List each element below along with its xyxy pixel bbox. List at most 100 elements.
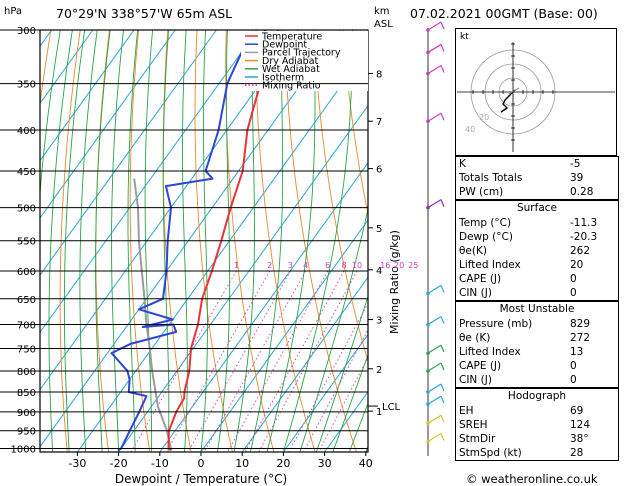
table-row: Pressure (mb) 829	[456, 317, 618, 331]
table-row-value: 0	[570, 273, 577, 285]
pressure-tick-label: 750	[17, 345, 36, 356]
pressure-tick-label: 1000	[11, 445, 36, 456]
wind-barb	[427, 414, 442, 424]
copyright-footer: © weatheronline.co.uk	[466, 472, 598, 486]
wet-adiabat	[282, 30, 354, 452]
mixing-ratio-label: 3	[288, 261, 293, 270]
wet-adiabat	[332, 353, 368, 452]
mixing-ratio-axis-label: Mixing Ratio (g/kg)	[388, 230, 401, 334]
mixing-ratio-label: 8	[341, 261, 346, 270]
wind-barb	[427, 344, 442, 354]
mixing-ratio-label: 10	[352, 261, 362, 270]
wind-barb-flag	[440, 383, 445, 392]
km-unit-label: km	[374, 6, 390, 17]
dry-adiabat	[284, 30, 357, 452]
table-row-label: CIN (J)	[459, 287, 492, 299]
table-row-value: 829	[570, 318, 591, 330]
table-row-label: SREH	[459, 419, 488, 431]
wind-barb	[427, 21, 442, 31]
mixing-ratio-label: 25	[408, 261, 418, 270]
km-tick-label: 4	[376, 266, 382, 277]
wet-adiabat	[127, 30, 139, 452]
pressure-tick-label: 950	[17, 427, 36, 438]
pressure-tick-label: 900	[17, 408, 36, 419]
km-tick-label: 1	[376, 407, 382, 418]
table-row: K -5	[456, 157, 618, 171]
table-row: Dewp (°C) -20.3	[456, 230, 618, 244]
mixing-ratio-line	[187, 270, 291, 452]
mixing-ratio-label: 4	[303, 261, 308, 270]
wind-barb-flag	[440, 362, 445, 371]
table-row: CIN (J) 0	[456, 286, 618, 300]
table-row: CAPE (J) 0	[456, 359, 618, 373]
wet-adiabat	[144, 30, 154, 452]
table-row: StmSpd (kt) 28	[456, 446, 618, 460]
wind-barb-flag	[440, 285, 445, 293]
most-unstable-title: Most Unstable	[456, 301, 618, 317]
legend-entry: Mixing Ratio	[262, 81, 321, 92]
wind-barb-flag	[440, 316, 445, 324]
wet-adiabat	[95, 30, 111, 452]
dry-adiabat	[129, 30, 151, 452]
km-tick-label: 2	[376, 365, 382, 376]
dry-adiabat	[225, 30, 275, 452]
table-row-label: Dewp (°C)	[459, 231, 513, 243]
table-row-label: Temp (°C)	[459, 217, 512, 229]
table-row-label: Lifted Index	[459, 259, 521, 271]
table-row-value: 272	[570, 332, 591, 344]
wet-adiabat	[249, 30, 284, 452]
wind-barb	[427, 395, 442, 405]
hodograph-kt-label: kt	[460, 32, 469, 42]
wet-adiabat	[299, 206, 368, 452]
legend-entry: Wet Adiabat	[262, 64, 320, 75]
wet-adiabat	[266, 30, 316, 452]
parcel-trajectory-line	[133, 178, 173, 451]
station-header: 70°29'N 338°57'W 65m ASL	[56, 6, 233, 21]
table-row-label: K	[459, 158, 466, 170]
wet-adiabat	[315, 294, 368, 452]
x-tick-label: 30	[318, 457, 332, 470]
wind-barb-flag	[440, 44, 445, 52]
table-row: Totals Totals 39	[456, 171, 618, 185]
table-row-value: -11.3	[570, 217, 598, 229]
table-row: Lifted Index 20	[456, 258, 618, 272]
wet-adiabat	[162, 30, 170, 452]
table-row-value: 0	[570, 374, 577, 386]
dry-adiabat	[59, 30, 81, 452]
table-row-label: PW (cm)	[459, 186, 504, 198]
wind-barbs	[426, 21, 445, 456]
table-row-label: θe (K)	[459, 332, 491, 344]
pressure-unit-label: hPa	[4, 6, 22, 17]
legend-entry: Dewpoint	[262, 40, 307, 51]
hodograph-trace-upper	[508, 87, 520, 95]
table-row: Temp (°C) -11.3	[456, 216, 618, 230]
dry-adiabat	[254, 30, 316, 452]
wind-barb	[427, 43, 442, 53]
x-tick-label: 0	[198, 457, 205, 470]
pressure-tick-label: 300	[17, 26, 36, 37]
wind-barb	[427, 362, 442, 372]
hodograph-ring-label: 40	[465, 125, 475, 134]
isotherm	[241, 276, 368, 452]
table-row-value: 39	[570, 172, 584, 184]
wind-barb	[427, 433, 442, 443]
surface-title: Surface	[456, 200, 618, 216]
mixing-ratio-label: 20	[394, 261, 404, 270]
x-tick-label: 10	[235, 457, 249, 470]
table-row: θe (K) 272	[456, 331, 618, 345]
mixing-ratio-label: 16	[380, 261, 390, 270]
wet-adiabat	[217, 30, 231, 452]
wet-adiabat	[111, 30, 125, 452]
table-row-value: 28	[570, 447, 584, 459]
table-row-value: 13	[570, 346, 584, 358]
isotherm	[40, 30, 135, 162]
mixing-ratio-label: 2	[267, 261, 272, 270]
wet-adiabat	[48, 30, 73, 452]
table-row: CAPE (J) 0	[456, 272, 618, 286]
table-row-label: θe(K)	[459, 245, 487, 257]
wet-adiabat	[200, 30, 208, 452]
x-tick-label: 20	[276, 457, 290, 470]
table-row-label: CAPE (J)	[459, 360, 502, 372]
hodograph-title: Hodograph	[456, 388, 618, 404]
dry-adiabat	[342, 30, 368, 217]
